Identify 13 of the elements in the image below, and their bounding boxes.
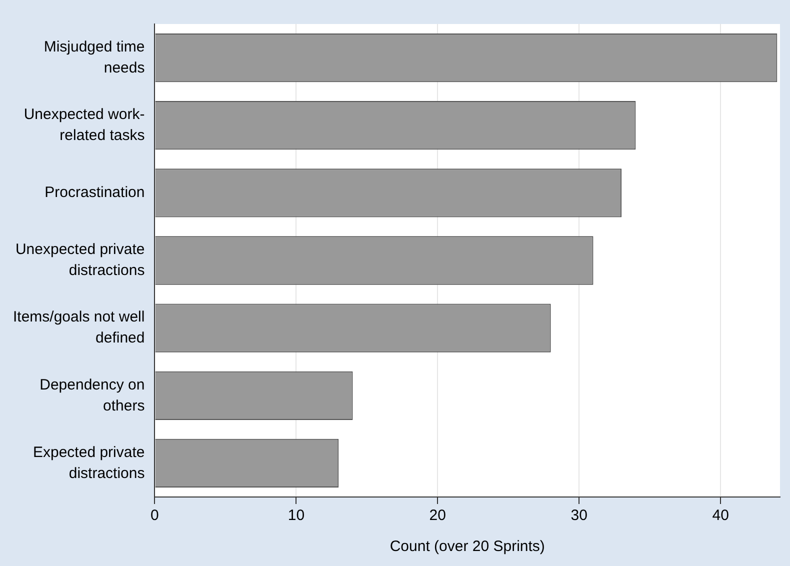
y-tick-label: Unexpected private distractions [15,241,145,280]
y-tick-label: Dependency on others [40,376,145,414]
y-tick-label: Items/goals not well defined [12,308,145,347]
x-tick-label: 0 [150,507,159,524]
x-tick-label: 30 [570,507,588,524]
x-axis-title: Count (over 20 Sprints) [390,538,545,556]
x-tick-label: 20 [429,507,446,524]
x-tick-label: 10 [288,507,305,524]
y-tick-label: Unexpected work-related tasks [24,106,145,144]
y-tick-label: Misjudged time needs [44,38,145,76]
y-tick-label: Procrastination [44,184,145,202]
y-tick-label: Expected private distractions [32,444,145,482]
x-tick-label: 40 [712,507,729,524]
